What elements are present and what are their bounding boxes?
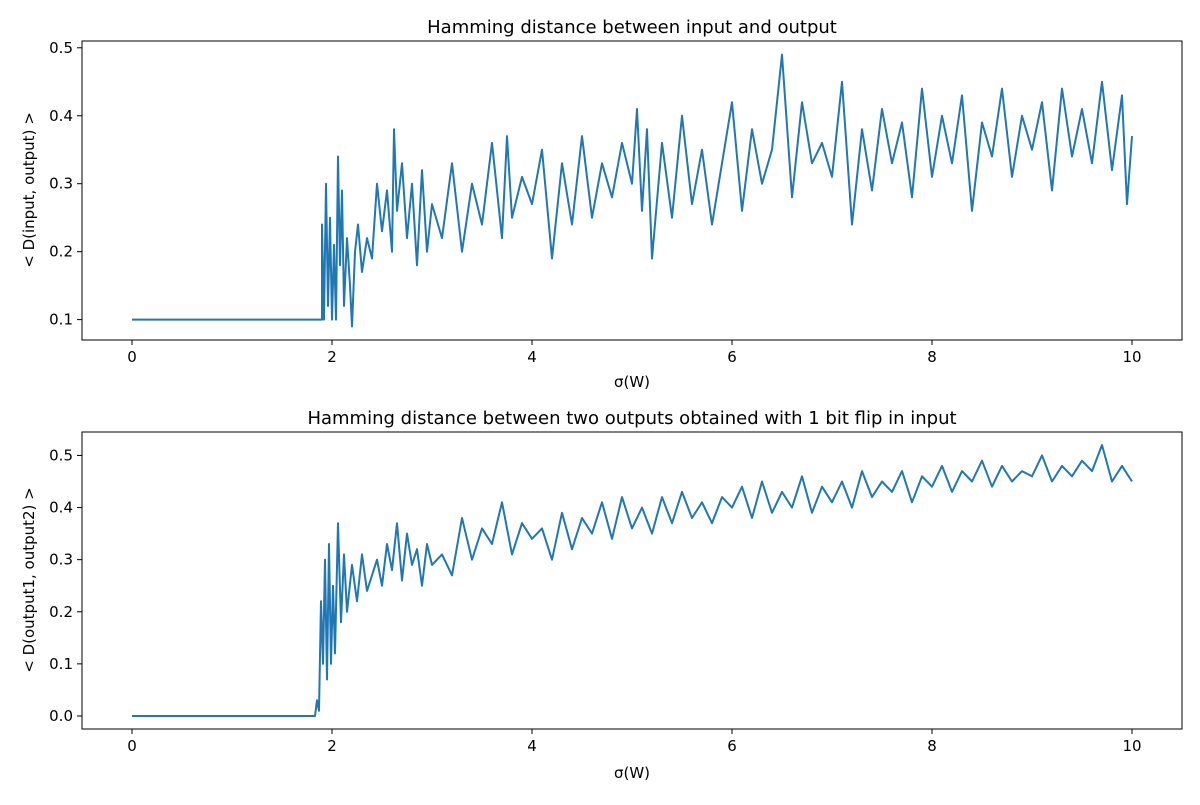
top-xtick-label: 0 [127, 348, 137, 366]
top-xtick-label: 6 [727, 348, 737, 366]
top-plot-frame [81, 40, 1183, 341]
bottom-xtick-label: 6 [727, 737, 737, 755]
bottom-chart-panel: Hamming distance between two outputs obt… [20, 408, 1183, 782]
bottom-plot-frame [81, 431, 1183, 730]
top-ytick-label: 0.1 [49, 311, 73, 329]
bottom-xtick-label: 0 [127, 737, 137, 755]
bottom-ytick-label: 0.4 [49, 499, 73, 517]
bottom-ytick-label: 0.5 [49, 446, 73, 464]
top-xtick-label: 4 [527, 348, 537, 366]
top-xtick-label: 10 [1122, 348, 1141, 366]
top-chart-xlabel: σ(W) [614, 373, 650, 391]
top-ytick-label: 0.5 [49, 39, 73, 57]
top-chart-title: Hamming distance between input and outpu… [427, 17, 837, 38]
bottom-xtick-label: 2 [327, 737, 337, 755]
top-ytick-label: 0.2 [49, 243, 73, 261]
bottom-xtick-label: 4 [527, 737, 537, 755]
bottom-ytick-label: 0.3 [49, 551, 73, 569]
bottom-chart-xlabel: σ(W) [614, 764, 650, 782]
bottom-ytick-label: 0.2 [49, 603, 73, 621]
top-chart-panel: Hamming distance between input and outpu… [20, 17, 1183, 391]
top-xtick-label: 2 [327, 348, 337, 366]
bottom-xtick-label: 8 [927, 737, 937, 755]
bottom-series-line-0 [132, 444, 1133, 717]
top-chart-ylabel: < D(input, output) > [20, 112, 38, 268]
bottom-xtick-label: 10 [1122, 737, 1141, 755]
bottom-ytick-label: 0.0 [49, 707, 73, 725]
top-ytick-label: 0.4 [49, 107, 73, 125]
bottom-ytick-label: 0.1 [49, 655, 73, 673]
top-ytick-label: 0.3 [49, 175, 73, 193]
bottom-chart-title: Hamming distance between two outputs obt… [307, 408, 956, 429]
top-xtick-label: 8 [927, 348, 937, 366]
bottom-chart-ylabel: < D(output1, output2) > [20, 487, 38, 673]
top-series-line-0 [132, 53, 1133, 328]
